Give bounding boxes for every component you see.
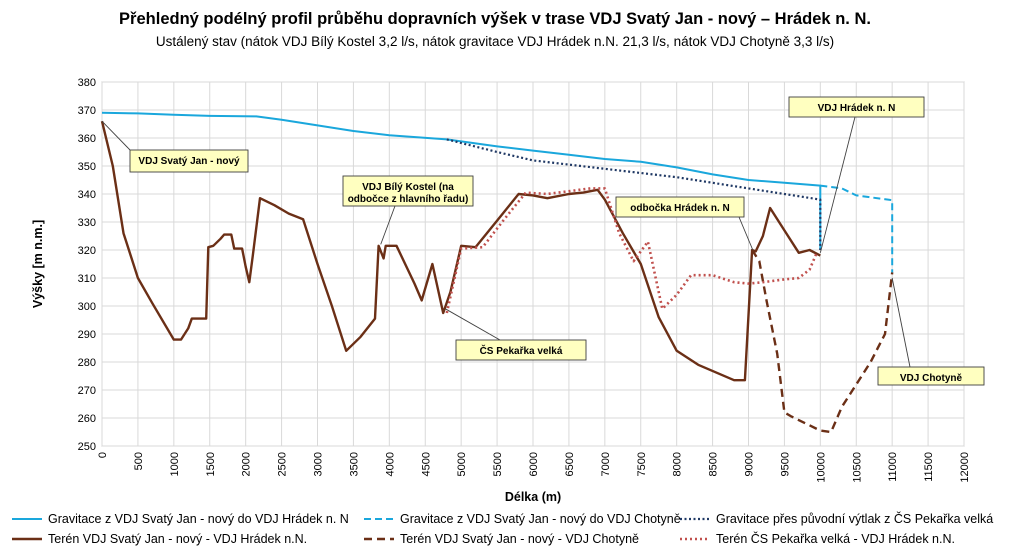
chart-subtitle: Ustálený stav (nátok VDJ Bílý Kostel 3,2… bbox=[155, 34, 835, 49]
x-axis-label: Délka (m) bbox=[505, 490, 561, 504]
x-tick-label: 2500 bbox=[277, 452, 289, 476]
legend-label: Gravitace z VDJ Svatý Jan - nový do VDJ … bbox=[48, 512, 349, 526]
x-tick-label: 10500 bbox=[851, 452, 863, 483]
annotation-svaty-jan: VDJ Svatý Jan - nový bbox=[101, 120, 249, 173]
y-tick-label: 380 bbox=[78, 77, 96, 89]
x-tick-labels: 0 500 1000 1500 2000 2500 3000 3500 4000 4500 5000… bbox=[97, 452, 971, 483]
y-tick-label: 320 bbox=[78, 245, 96, 257]
legend-swatch bbox=[680, 517, 710, 521]
y-tick-label: 370 bbox=[78, 105, 96, 117]
x-tick-label: 500 bbox=[133, 452, 145, 470]
legend-label: Terén ČS Pekařka velká - VDJ Hrádek n.N. bbox=[716, 532, 955, 546]
x-tick-label: 11500 bbox=[923, 452, 935, 482]
x-tick-label: 9500 bbox=[779, 452, 791, 476]
series-line-0 bbox=[101, 111, 822, 250]
legend-swatch bbox=[364, 537, 394, 541]
series-line-4 bbox=[751, 249, 894, 434]
x-tick-label: 3000 bbox=[313, 452, 325, 476]
legend-label: Gravitace z VDJ Svatý Jan - nový do VDJ … bbox=[400, 512, 681, 526]
annotation-leader bbox=[380, 205, 396, 245]
legend-swatch bbox=[12, 518, 42, 520]
annotation-box bbox=[788, 96, 925, 118]
y-tick-label: 340 bbox=[78, 189, 96, 201]
series-group bbox=[100, 111, 894, 434]
legend-item-gravitace-hradek: Gravitace z VDJ Svatý Jan - nový do VDJ … bbox=[12, 512, 349, 526]
annotation-leader bbox=[101, 120, 131, 151]
annotation-leader bbox=[819, 116, 856, 253]
legend-label: Gravitace přes původní výtlak z ČS Pekař… bbox=[716, 512, 994, 526]
y-tick-label: 260 bbox=[78, 413, 96, 425]
annotation-text: VDJ Chotyně bbox=[900, 373, 963, 384]
x-tick-label: 7500 bbox=[636, 452, 648, 476]
x-tick-label: 6500 bbox=[564, 452, 576, 476]
x-tick-label: 3500 bbox=[348, 452, 360, 476]
x-tick-label: 4000 bbox=[384, 452, 396, 476]
x-tick-label: 12000 bbox=[959, 452, 971, 483]
y-axis-label: Výšky [m n.m.] bbox=[31, 220, 45, 308]
x-tick-label: 5500 bbox=[492, 452, 504, 476]
x-tick-label: 8500 bbox=[708, 452, 720, 476]
annotation-text: VDJ Bílý Kostel (na bbox=[362, 182, 454, 193]
y-tick-label: 310 bbox=[78, 273, 96, 285]
x-tick-label: 10000 bbox=[815, 452, 827, 483]
x-tick-label: 6000 bbox=[528, 452, 540, 476]
annotation-box bbox=[342, 175, 474, 207]
x-tick-label: 4500 bbox=[420, 452, 432, 476]
chart-title: Přehledný podélný profil průběhu dopravn… bbox=[119, 10, 871, 28]
legend-label: Terén VDJ Svatý Jan - nový - VDJ Hrádek … bbox=[48, 532, 308, 546]
annotation-box bbox=[129, 149, 249, 173]
legend-swatch bbox=[364, 518, 394, 520]
x-tick-label: 1000 bbox=[169, 452, 181, 476]
series-line-5 bbox=[445, 187, 818, 314]
annotation-text: VDJ Svatý Jan - nový bbox=[138, 156, 240, 167]
x-tick-label: 11000 bbox=[887, 452, 899, 482]
annotation-leader bbox=[738, 216, 754, 251]
annotation-text: odbočce z hlavního řadu) bbox=[348, 194, 469, 205]
y-tick-label: 290 bbox=[78, 329, 96, 341]
annotation-text: odbočka Hrádek n. N bbox=[630, 203, 729, 214]
x-tick-label: 8000 bbox=[672, 452, 684, 476]
x-tick-label: 7000 bbox=[600, 452, 612, 476]
series-line-2 bbox=[446, 138, 822, 250]
annotation-box bbox=[877, 366, 985, 386]
annotation-text: ČS Pekařka velká bbox=[480, 344, 563, 357]
legend-swatch bbox=[12, 537, 42, 541]
series-line-3 bbox=[100, 120, 821, 382]
y-tick-label: 280 bbox=[78, 357, 96, 369]
legend-label: Terén VDJ Svatý Jan - nový - VDJ Chotyně bbox=[400, 532, 639, 546]
legend-item-teren-hradek: Terén VDJ Svatý Jan - nový - VDJ Hrádek … bbox=[12, 532, 307, 546]
legend-item-teren-pekarka: Terén ČS Pekařka velká - VDJ Hrádek n.N. bbox=[680, 532, 955, 546]
y-tick-labels: 250 260 270 280 290 300 310 320 330 340 350 360 370 3… bbox=[78, 77, 96, 453]
x-tick-label: 9000 bbox=[744, 452, 756, 476]
annotation-chotyne: VDJ Chotyně bbox=[877, 277, 985, 386]
annotation-odbocka: odbočka Hrádek n. N bbox=[615, 196, 754, 251]
annotation-text: VDJ Hrádek n. N bbox=[818, 103, 896, 114]
y-tick-label: 330 bbox=[78, 217, 96, 229]
y-tick-label: 360 bbox=[78, 133, 96, 145]
legend-swatch bbox=[680, 537, 710, 541]
y-tick-label: 250 bbox=[78, 441, 96, 453]
y-tick-label: 350 bbox=[78, 161, 96, 173]
annotation-leader bbox=[891, 277, 911, 368]
legend-item-gravitace-chotyne: Gravitace z VDJ Svatý Jan - nový do VDJ … bbox=[364, 512, 681, 526]
y-tick-label: 270 bbox=[78, 385, 96, 397]
x-tick-label: 5000 bbox=[456, 452, 468, 476]
legend-item-teren-chotyne: Terén VDJ Svatý Jan - nový - VDJ Chotyně bbox=[364, 532, 639, 546]
annotation-box bbox=[615, 196, 745, 218]
series-line-1 bbox=[820, 184, 894, 273]
annotation-box bbox=[455, 339, 587, 361]
x-tick-label: 0 bbox=[97, 452, 109, 458]
annotation-leader bbox=[445, 308, 501, 341]
legend-item-gravitace-pekarka: Gravitace přes původní výtlak z ČS Pekař… bbox=[680, 512, 993, 526]
x-tick-label: 1500 bbox=[205, 452, 217, 476]
annotation-pekarka: ČS Pekařka velká bbox=[445, 308, 587, 361]
annotation-hradek: VDJ Hrádek n. N bbox=[788, 96, 925, 253]
y-tick-label: 300 bbox=[78, 301, 96, 313]
x-tick-label: 2000 bbox=[241, 452, 253, 476]
